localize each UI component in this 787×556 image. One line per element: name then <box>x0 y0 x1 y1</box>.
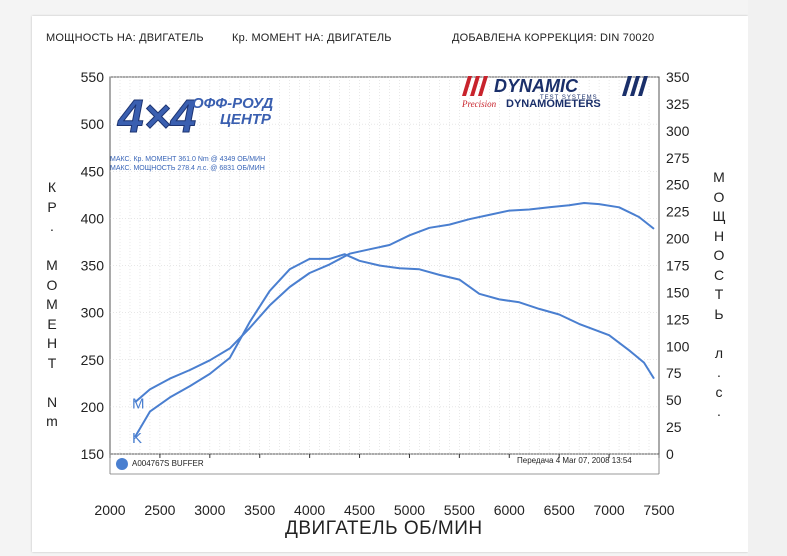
y-right-tick-label: 175 <box>666 258 690 274</box>
logo-dynamic-text: DYNAMIC <box>494 76 579 96</box>
logo-dynamometers-text: DYNAMOMETERS <box>506 98 601 110</box>
logo-center-text: ЦЕНТР <box>220 111 272 128</box>
y-right-tick-label: 150 <box>666 284 690 300</box>
y-right-tick-label: 225 <box>666 204 690 220</box>
dynamic-test-systems-logo: DYNAMIC TEST SYSTEMS Precision DYNAMOMET… <box>458 72 656 110</box>
x-tick-label: 2000 <box>94 502 125 518</box>
header-correction: ДОБАВЛЕНА КОРРЕКЦИЯ: DIN 70020 <box>452 32 655 44</box>
logo-offroad-text: ОФФ-РОУД <box>192 95 273 112</box>
x-tick-label: 2500 <box>144 502 175 518</box>
y-right-tick-label: 275 <box>666 150 690 166</box>
header-torque-on: Кр. МОМЕНТ НА: ДВИГАТЕЛЬ <box>232 32 392 44</box>
x-tick-label: 4500 <box>344 502 375 518</box>
x-tick-label: 7000 <box>594 502 625 518</box>
y-left-tick-label: 550 <box>81 69 105 85</box>
x-tick-label: 4000 <box>294 502 325 518</box>
y-left-tick-label: 200 <box>81 399 105 415</box>
y-left-tick-label: 300 <box>81 305 105 321</box>
y-right-tick-label: 25 <box>666 419 682 435</box>
power-curve <box>134 202 655 404</box>
legend-run-name: A004767S BUFFER <box>132 459 204 468</box>
y-right-tick-label: 350 <box>666 69 690 85</box>
y-right-tick-label: 300 <box>666 123 690 139</box>
power-curve-label: M <box>132 395 145 412</box>
y-right-tick-label: 250 <box>666 177 690 193</box>
y-right-tick-label: 0 <box>666 446 674 462</box>
x-tick-label: 6500 <box>544 502 575 518</box>
x-tick-label: 5500 <box>444 502 475 518</box>
y-left-tick-label: 250 <box>81 352 105 368</box>
legend-color-dot <box>116 458 128 470</box>
header-power-on: МОЩНОСТЬ НА: ДВИГАТЕЛЬ <box>46 32 204 44</box>
x-tick-label: 6000 <box>494 502 525 518</box>
torque-curve <box>134 253 655 438</box>
x-tick-label: 3000 <box>194 502 225 518</box>
y-right-tick-label: 125 <box>666 311 690 327</box>
y-right-tick-label: 100 <box>666 338 690 354</box>
run-timestamp: Передача 4 Mar 07, 2008 13:54 <box>517 456 632 465</box>
y-left-tick-label: 400 <box>81 210 105 226</box>
y-left-tick-label: 150 <box>81 446 105 462</box>
y-right-tick-label: 200 <box>666 231 690 247</box>
logo-4x4-mark: 4×4 <box>117 90 196 142</box>
max-power-text: МАКС. МОЩНОСТЬ 278.4 л.с. @ 6831 ОБ/МИН <box>110 165 265 172</box>
scan-edge <box>748 0 787 556</box>
y-right-tick-label: 50 <box>666 392 682 408</box>
x-tick-label: 7500 <box>643 502 674 518</box>
y-left-tick-label: 350 <box>81 258 105 274</box>
max-values-box: МАКС. Кр. МОМЕНТ 361.0 Nm @ 4349 ОБ/МИН … <box>110 155 265 173</box>
logo-precision-text: Precision <box>461 99 497 109</box>
x-tick-label: 5000 <box>394 502 425 518</box>
y-right-tick-label: 75 <box>666 365 682 381</box>
max-torque-text: МАКС. Кр. МОМЕНТ 361.0 Nm @ 4349 ОБ/МИН <box>110 156 266 163</box>
y-left-tick-label: 500 <box>81 116 105 132</box>
y-right-tick-label: 325 <box>666 96 690 112</box>
x-tick-label: 3500 <box>244 502 275 518</box>
x-axis-label: ДВИГАТЕЛЬ ОБ/МИН <box>285 518 483 539</box>
torque-curve-label: K <box>132 430 142 447</box>
offroad-center-logo: 4×4 ОФФ-РОУД ЦЕНТР <box>110 84 310 152</box>
y-left-tick-label: 450 <box>81 163 105 179</box>
logo-test-systems-text: TEST SYSTEMS <box>540 95 598 101</box>
